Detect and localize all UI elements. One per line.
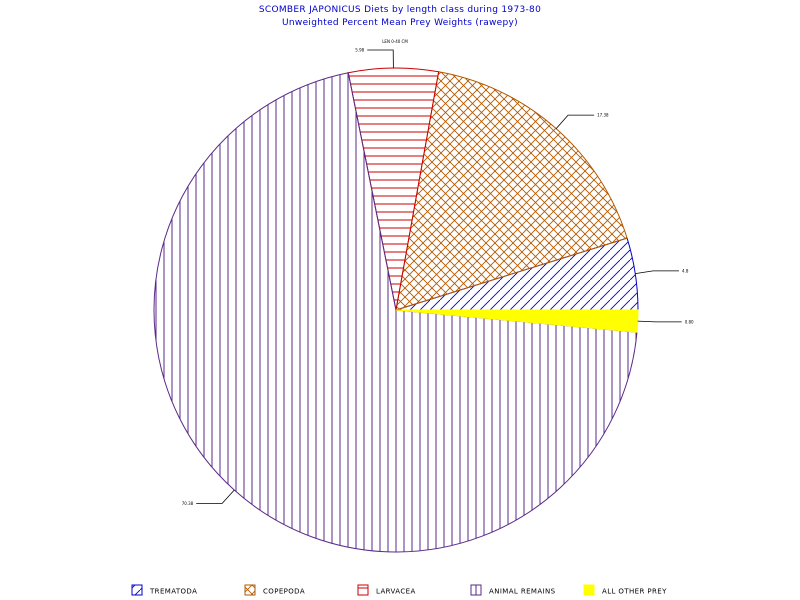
legend-label: ALL OTHER PREY xyxy=(602,588,667,596)
callout-leader xyxy=(367,49,394,69)
pie-slice-animal-remains xyxy=(153,72,638,553)
data-label: 5.98 xyxy=(355,48,364,53)
legend-swatch xyxy=(583,584,595,596)
callout-leader xyxy=(635,270,679,274)
legend-label: LARVACEA xyxy=(376,588,416,596)
pie-slice-copepoda xyxy=(395,71,628,311)
pie-callouts: 4.8 17.38 5.98 70.38 0.80 xyxy=(182,48,694,506)
callout-leader xyxy=(196,489,235,504)
legend-label: ANIMAL REMAINS xyxy=(489,588,556,596)
callout-leader xyxy=(555,114,595,129)
callout-leader xyxy=(637,320,682,323)
chart-note: LEN 0-40 CM xyxy=(382,39,408,44)
legend-swatch xyxy=(131,584,143,596)
legend-label: COPEPODA xyxy=(263,588,305,596)
legend-swatch xyxy=(357,584,369,596)
pie-slices xyxy=(153,67,639,553)
chart-subtitle: Unweighted Percent Mean Prey Weights (ra… xyxy=(282,18,518,28)
legend-swatch xyxy=(244,584,256,596)
legend-label: TREMATODA xyxy=(149,588,197,596)
legend-swatch xyxy=(470,584,482,596)
chart-title: SCOMBER JAPONICUS Diets by length class … xyxy=(259,5,541,15)
data-label: 0.80 xyxy=(685,319,694,324)
chart-legend: TREMATODA COPEPODA LARVACEA ANIMAL REMAINS A… xyxy=(131,584,667,596)
data-label: 4.8 xyxy=(682,268,689,273)
data-label: 70.38 xyxy=(182,501,194,506)
data-label: 17.38 xyxy=(597,113,609,118)
